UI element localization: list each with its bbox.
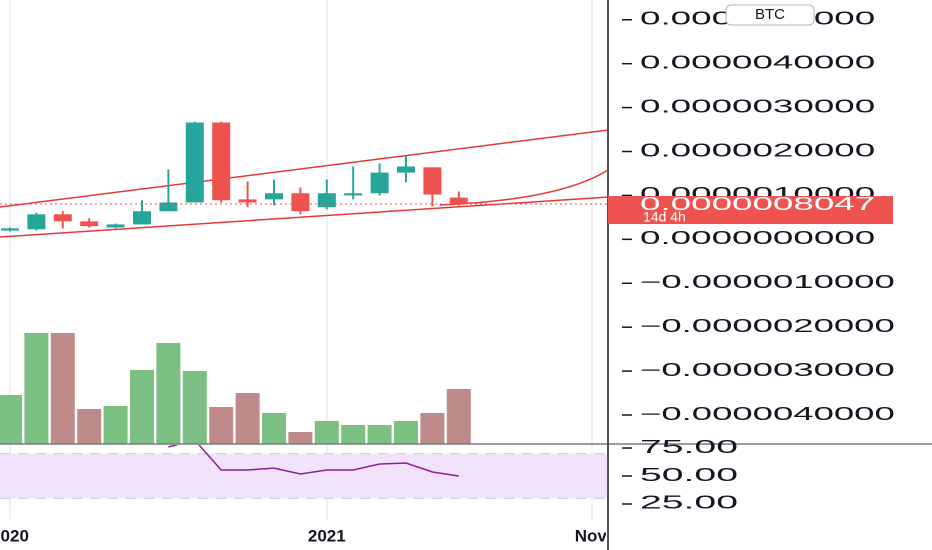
y-tick-label: −0.0000010000 [640,272,895,292]
candle-body [238,199,257,203]
volume-bar [341,425,366,444]
volume-bar [130,370,154,444]
candle-body [212,122,231,201]
volume-bar [262,413,286,444]
price-axis: 0.00000500000.00000400000.00000300000.00… [622,9,895,513]
candle-body [370,172,389,194]
volume-bar [24,333,49,444]
rsi-tick-label: 75.00 [640,437,738,457]
badge: BTC [725,4,815,26]
candle-body [423,167,442,195]
candle-body [1,228,19,231]
price-pane [0,121,607,238]
volume-bar [209,407,234,444]
rsi-band [0,453,607,499]
last-price-label: 0.0000008047 [640,194,875,214]
candle-body [27,214,46,230]
volume-bar [420,413,445,444]
volume-bar [156,343,181,444]
candle-body [185,122,204,203]
last-price-box [608,196,893,225]
volume-bar [77,409,102,444]
volume-bar [288,432,313,444]
y-tick-label: 0.0000020000 [640,140,875,160]
x-tick-label: 2021 [308,526,346,545]
rsi-tick-label: 50.00 [640,465,738,485]
volume-bar [367,425,392,444]
badge-text: BTC [755,6,785,23]
y-tick-label: 0.0000040000 [640,52,875,72]
y-tick-label: −0.0000020000 [640,316,895,336]
volume-bar [235,393,260,444]
y-tick-label: 0.0000000000 [640,228,875,248]
rsi-tick-label: 25.00 [640,493,738,513]
candle-body [265,193,283,200]
volume-bar [103,406,128,444]
volume-bar [50,333,75,444]
volume-bar [0,395,22,444]
y-tick-label: −0.0000030000 [640,360,895,380]
y-tick-label: −0.0000040000 [640,404,895,424]
candle-body [344,193,363,196]
volume-bar [314,421,339,444]
badge-box [725,4,815,26]
y-tick-label: 0.0000030000 [640,96,875,116]
volume-bar [182,371,207,444]
channel-upper [0,129,607,208]
candle-body [449,197,468,205]
candle-body [133,211,151,225]
countdown: 14d 4h [643,209,686,225]
rsi-pane [0,445,607,499]
candle-body [397,166,415,173]
rsi-line [168,445,459,477]
candle-body [291,193,310,212]
candle-body [317,193,336,208]
candle-body [159,202,178,212]
x-tick-label: Nov [575,526,608,545]
volume-pane [0,333,471,444]
candle-body [53,214,72,222]
candle-body [80,221,99,227]
volume-bar [446,389,471,444]
volume-bar [394,421,418,444]
candle-body [106,224,125,228]
